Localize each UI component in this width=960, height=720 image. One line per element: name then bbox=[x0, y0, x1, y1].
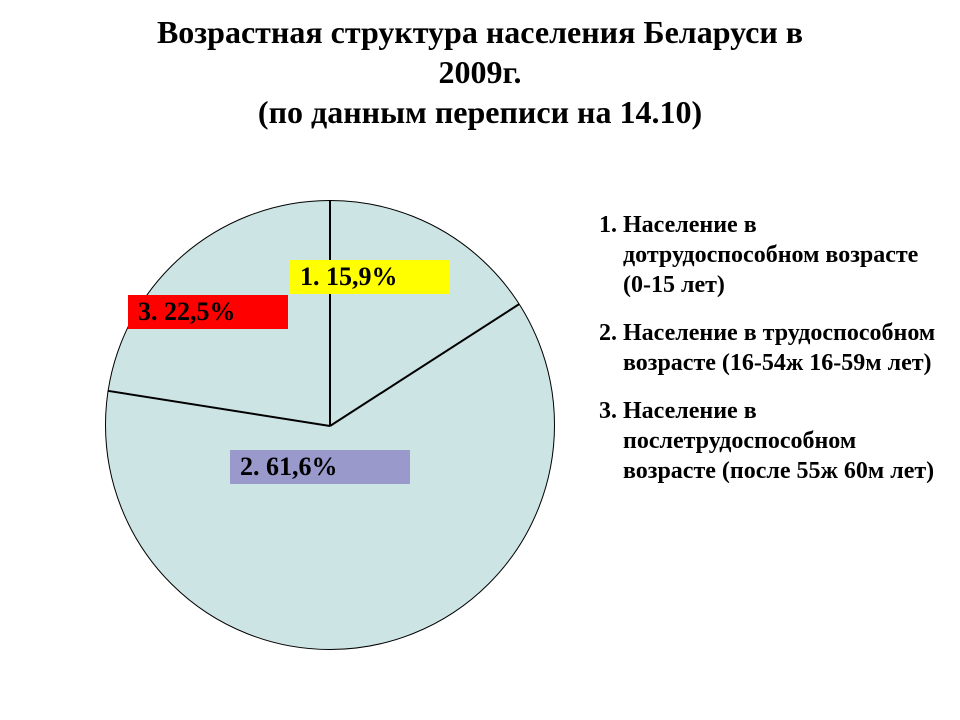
legend-item-1: Население в дотрудоспособном возрасте (0… bbox=[623, 210, 940, 300]
page: Возрастная структура населения Беларуси … bbox=[0, 0, 960, 720]
legend-list: Население в дотрудоспособном возрасте (0… bbox=[595, 210, 940, 486]
slice-label-1: 1. 15,9% bbox=[290, 260, 450, 294]
legend-item-2: Население в трудоспособном возрасте (16-… bbox=[623, 318, 940, 378]
legend: Население в дотрудоспособном возрасте (0… bbox=[595, 210, 940, 504]
legend-item-3: Население в послетрудоспособном возрасте… bbox=[623, 396, 940, 486]
slice-label-3: 3. 22,5% bbox=[128, 295, 288, 329]
slice-label-2: 2. 61,6% bbox=[230, 450, 410, 484]
page-title: Возрастная структура населения Беларуси … bbox=[0, 12, 960, 132]
pie-divider-1 bbox=[329, 201, 331, 426]
title-line-3: (по данным переписи на 14.10) bbox=[258, 94, 702, 130]
title-line-2: 2009г. bbox=[439, 54, 522, 90]
title-line-1: Возрастная структура населения Беларуси … bbox=[157, 14, 803, 50]
